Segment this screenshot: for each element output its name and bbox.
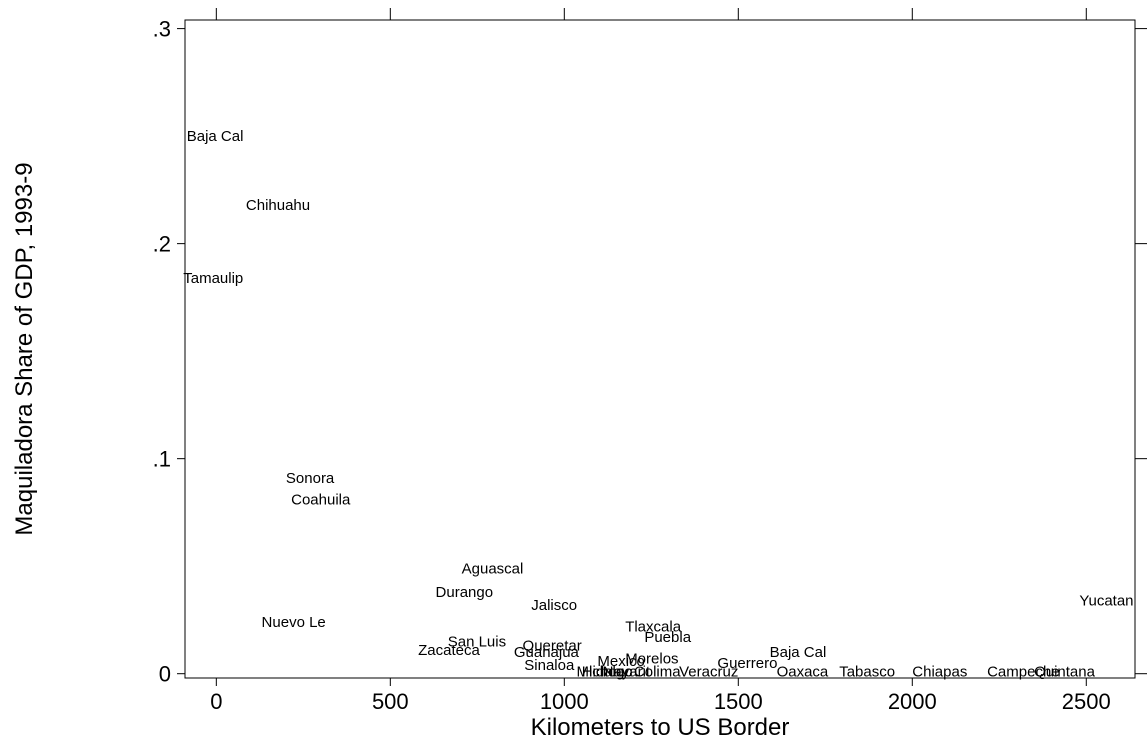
point-label: Tabasco (839, 664, 895, 681)
point-label: Nuevo Le (262, 614, 326, 631)
y-tick-label: .2 (153, 232, 171, 257)
point-label: Guanajua (514, 644, 580, 661)
point-label: Baja Cal (187, 128, 244, 145)
x-axis: 0 500 1000 1500 2000 2500 (210, 8, 1111, 714)
point-label: Baja Cal (770, 644, 827, 661)
point-label: Tlaxcala (625, 618, 682, 635)
y-tick-label: .1 (153, 447, 171, 472)
point-label: Chiapas (912, 664, 967, 681)
point-label: Nayarit (603, 664, 651, 681)
plot-frame (184, 19, 1136, 679)
data-labels: Baja Cal Chihuahu Tamaulip Sonora Coahuila Ag… (183, 128, 1133, 680)
y-axis-title: Maquiladora Share of GDP, 1993-9 (11, 162, 38, 535)
point-label: Sinaloa (524, 657, 575, 674)
point-label: Quintana (1034, 664, 1096, 681)
point-label: Yucatan (1079, 593, 1133, 610)
point-label: Hidalgo (582, 664, 633, 681)
point-label: Puebla (644, 629, 691, 646)
point-label: Coahuila (291, 492, 351, 509)
point-label: San Luis (448, 633, 506, 650)
point-label: Mexico (597, 653, 645, 670)
point-label: Veracruz (679, 664, 738, 681)
point-label: Michoac (576, 664, 632, 681)
point-label: Tamaulip (183, 270, 243, 287)
x-axis-title: Kilometers to US Border (531, 714, 790, 741)
point-label: Aguascal (462, 560, 524, 577)
point-label: Durango (436, 584, 494, 601)
point-label: Campeche (987, 664, 1060, 681)
y-axis: 0 .1 .2 .3 (153, 17, 1147, 687)
x-tick-label: 500 (372, 689, 409, 714)
x-tick-label: 1000 (540, 689, 589, 714)
point-label: Queretar (523, 638, 582, 655)
point-label: Morelos (625, 651, 678, 668)
point-label: Jalisco (531, 597, 577, 614)
point-label: Zacateca (418, 642, 480, 659)
y-tick-label: .3 (153, 17, 171, 42)
point-label: Sonora (286, 470, 335, 487)
x-tick-label: 1500 (714, 689, 763, 714)
point-label: Chihuahu (246, 197, 310, 214)
x-tick-label: 2500 (1062, 689, 1111, 714)
x-tick-label: 2000 (888, 689, 937, 714)
point-label: Guerrero (717, 655, 777, 672)
point-label: Colima (634, 664, 681, 681)
x-tick-label: 0 (210, 689, 222, 714)
y-tick-label: 0 (159, 662, 171, 687)
point-label: Oaxaca (777, 664, 829, 681)
